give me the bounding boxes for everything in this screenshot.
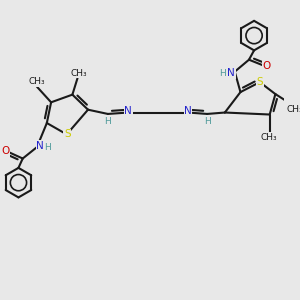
Text: O: O bbox=[2, 146, 10, 156]
Text: CH₃: CH₃ bbox=[70, 69, 87, 78]
Text: CH₃: CH₃ bbox=[261, 133, 278, 142]
Text: O: O bbox=[263, 61, 271, 71]
Text: H: H bbox=[220, 69, 226, 78]
Text: H: H bbox=[104, 117, 111, 126]
Text: H: H bbox=[44, 143, 51, 152]
Text: CH₃: CH₃ bbox=[28, 77, 45, 86]
Text: N: N bbox=[124, 106, 132, 116]
Text: H: H bbox=[204, 117, 211, 126]
Text: S: S bbox=[256, 77, 263, 87]
Text: S: S bbox=[64, 129, 70, 140]
Text: CH₃: CH₃ bbox=[286, 105, 300, 114]
Text: N: N bbox=[227, 68, 235, 78]
Text: N: N bbox=[36, 141, 44, 151]
Text: N: N bbox=[184, 106, 192, 116]
